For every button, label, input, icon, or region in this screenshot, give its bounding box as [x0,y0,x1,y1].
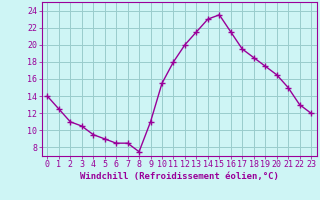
X-axis label: Windchill (Refroidissement éolien,°C): Windchill (Refroidissement éolien,°C) [80,172,279,181]
